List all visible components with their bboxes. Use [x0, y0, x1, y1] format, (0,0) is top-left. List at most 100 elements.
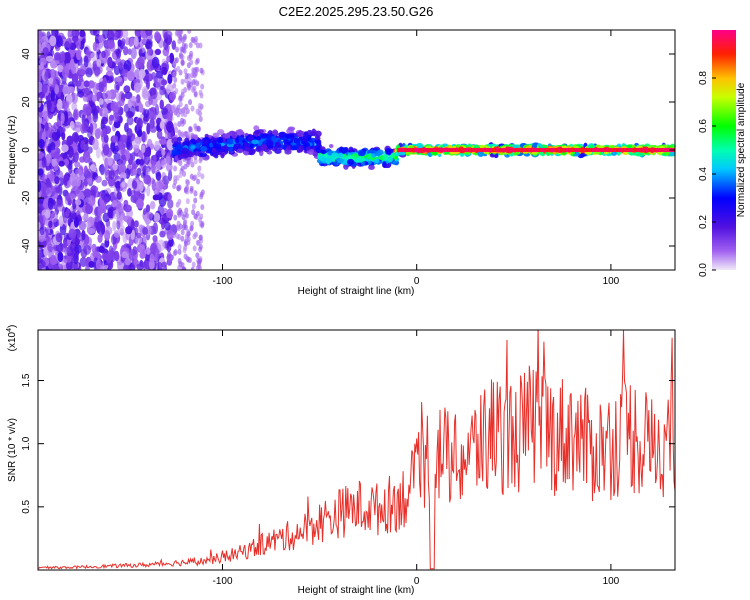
x-tick-label: 0 — [414, 576, 420, 587]
heatmap-cell — [91, 108, 99, 116]
heatmap-cell — [284, 148, 292, 155]
heatmap-cell — [174, 126, 179, 133]
heatmap-cell — [53, 52, 62, 61]
heatmap-cell — [38, 206, 43, 214]
heatmap-cell — [81, 121, 89, 132]
heatmap-cell — [177, 264, 182, 270]
heatmap-cell — [178, 33, 183, 40]
snr-xlabel: Height of straight line (km) — [298, 585, 415, 596]
heatmap-cell — [160, 66, 168, 75]
heatmap-cell — [77, 68, 86, 76]
heatmap-cell — [260, 133, 267, 139]
heatmap-cell — [136, 198, 144, 209]
heatmap-cell — [94, 215, 102, 226]
heatmap-cell — [172, 183, 177, 190]
heatmap-cell — [135, 158, 141, 165]
heatmap-cell — [154, 31, 161, 41]
heatmap-cell — [376, 150, 381, 157]
heatmap-cell — [71, 179, 78, 192]
y-tick-label: -40 — [21, 238, 32, 253]
snr-panel: -100 0 100 0.5 1.0 1.5 Height of straight lin… — [6, 325, 676, 596]
heatmap-cell — [38, 160, 43, 168]
heatmap-cell — [314, 134, 320, 141]
heatmap-cell — [78, 220, 87, 231]
heatmap-cell — [55, 199, 64, 208]
heatmap-cell — [398, 151, 406, 156]
heatmap-cell — [255, 135, 262, 141]
heatmap-cell — [60, 52, 66, 63]
heatmap-cell — [200, 83, 205, 90]
heatmap-cell — [143, 109, 150, 119]
heatmap-cell — [161, 261, 168, 268]
heatmap-cell — [180, 60, 185, 67]
heatmap-cell — [84, 168, 93, 179]
heatmap-cell — [169, 52, 175, 64]
heatmap-cell — [180, 261, 185, 268]
heatmap-cell — [153, 251, 160, 262]
heatmap-cell — [190, 105, 195, 112]
heatmap-cell — [180, 54, 185, 61]
heatmap-cell — [251, 139, 259, 145]
heatmap-cell — [49, 254, 57, 266]
heatmap-cell — [319, 155, 325, 162]
heatmap-cell — [95, 146, 101, 159]
heatmap-cell — [166, 121, 174, 133]
heatmap-cell — [153, 212, 161, 223]
heatmap-cell — [198, 157, 203, 164]
heatmap-cell — [181, 147, 189, 155]
heatmap-cell — [76, 90, 85, 98]
heatmap-cell — [49, 185, 56, 196]
snr-multiplier: (x104) — [6, 325, 18, 352]
heatmap-cell — [159, 99, 164, 110]
heatmap-cell — [125, 110, 134, 119]
heatmap-cell — [287, 133, 295, 139]
heatmap-cell — [186, 256, 191, 263]
heatmap-cell — [121, 251, 128, 259]
heatmap-cell — [38, 151, 45, 159]
heatmap-cell — [134, 30, 141, 38]
heatmap-cell — [195, 57, 200, 64]
heatmap-cell — [94, 175, 102, 183]
heatmap-cell — [54, 175, 60, 185]
heatmap-cell — [41, 83, 48, 94]
heatmap-cell — [181, 46, 186, 53]
heatmap-cell — [83, 55, 89, 68]
heatmap-cell — [97, 205, 106, 214]
heatmap-cell — [38, 180, 42, 193]
heatmap-cell — [113, 152, 121, 162]
heatmap-cell — [67, 86, 75, 94]
heatmap-cell — [115, 92, 121, 102]
heatmap-cell — [177, 154, 183, 161]
heatmap-cell — [189, 225, 194, 232]
heatmap-cell — [180, 235, 185, 242]
x-tick-label: 100 — [603, 576, 620, 587]
colorbar-label: Normalized spectral amplitude — [736, 82, 747, 217]
heatmap-cell — [150, 87, 158, 100]
heatmap-cell — [74, 244, 82, 254]
heatmap-cell — [180, 107, 185, 114]
heatmap-cell — [171, 40, 177, 50]
heatmap-cell — [138, 103, 144, 113]
heatmap-cell — [165, 30, 173, 39]
heatmap-cell — [107, 177, 115, 187]
heatmap-cell — [58, 127, 66, 134]
heatmap-cell — [185, 198, 190, 205]
heatmap-cell — [107, 39, 115, 49]
heatmap-cell — [199, 191, 204, 198]
heatmap-cell — [79, 30, 86, 38]
heatmap-cell — [43, 246, 49, 257]
heatmap-cell — [329, 155, 336, 162]
heatmap-cell — [102, 144, 110, 156]
heatmap-cell — [149, 143, 155, 150]
heatmap-cell — [105, 253, 112, 264]
heatmap-cell — [328, 144, 334, 149]
heatmap-cell — [38, 138, 45, 149]
heatmap-cell — [188, 126, 193, 133]
heatmap-cell — [154, 103, 160, 116]
heatmap-cell — [58, 160, 65, 167]
heatmap-cell — [200, 173, 205, 180]
heatmap-cell — [132, 168, 137, 176]
heatmap-cell — [120, 134, 128, 143]
heatmap-cell — [107, 156, 113, 166]
heatmap-cell — [83, 188, 92, 198]
